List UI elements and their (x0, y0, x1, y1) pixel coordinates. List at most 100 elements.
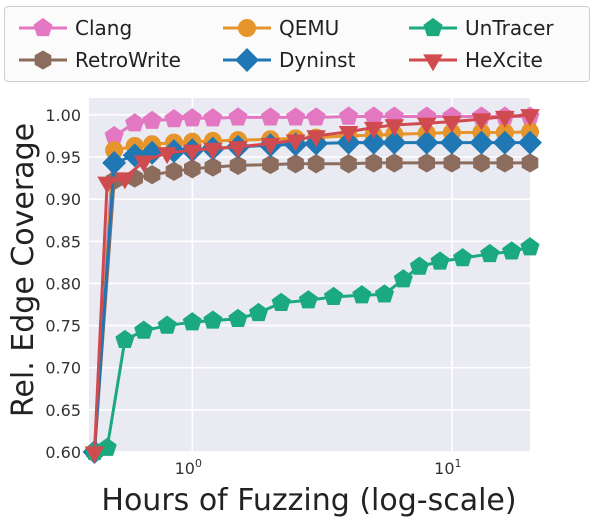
data-point (286, 107, 306, 126)
data-point (134, 320, 154, 339)
data-point (365, 153, 383, 173)
data-point (184, 159, 201, 179)
series-retrowrite (86, 153, 539, 462)
legend-label: QEMU (279, 16, 340, 40)
legend-marker (423, 17, 443, 37)
data-point (520, 237, 540, 256)
data-point (480, 243, 500, 263)
data-point (165, 161, 183, 181)
data-point (439, 130, 464, 155)
data-point (418, 153, 435, 173)
data-point (338, 106, 359, 125)
data-point (453, 248, 473, 267)
data-point (416, 117, 437, 135)
data-point (520, 109, 540, 127)
data-point (143, 165, 161, 185)
legend: Clang QEMU UnTracer RetroWrite Dyninst HeXcit… (4, 6, 590, 82)
legend-swatch (409, 54, 457, 72)
y-tick-label: 0.60 (45, 443, 81, 462)
data-point (182, 108, 202, 127)
legend-item-retrowrite: RetroWrite (17, 47, 197, 73)
data-point (164, 109, 184, 128)
series-hexcite (84, 109, 540, 464)
data-point (338, 126, 359, 144)
data-point (393, 269, 413, 288)
data-point (385, 153, 403, 173)
legend-label: HeXcite (465, 48, 543, 72)
data-point (495, 110, 515, 128)
data-point (298, 290, 318, 309)
data-point (361, 130, 386, 155)
x-tick-label: 101 (434, 457, 461, 478)
data-point (97, 437, 117, 456)
data-point (228, 308, 248, 327)
legend-item-hexcite: HeXcite (407, 47, 587, 73)
data-point (323, 286, 344, 306)
data-point (182, 144, 203, 162)
data-point (102, 150, 127, 175)
data-point (414, 130, 439, 155)
y-tick-label: 0.75 (45, 317, 81, 336)
legend-label: UnTracer (465, 16, 554, 40)
y-axis-title: Rel. Edge Coverage (6, 123, 41, 417)
data-point (469, 130, 494, 155)
data-point (115, 329, 135, 349)
legend-label: RetroWrite (75, 48, 181, 72)
data-point (142, 110, 162, 129)
legend-marker (237, 18, 257, 38)
data-point (260, 137, 281, 155)
legend-swatch (409, 17, 457, 37)
data-point (492, 130, 517, 155)
data-point (203, 108, 223, 127)
legend-swatch (223, 48, 271, 72)
data-point (430, 251, 450, 270)
y-tick-label: 0.85 (45, 232, 81, 251)
data-point (307, 154, 325, 174)
legend-label: Clang (75, 16, 133, 40)
data-point (115, 172, 135, 190)
legend-item-clang: Clang (17, 15, 197, 41)
legend-swatch (19, 50, 67, 70)
data-point (203, 310, 223, 329)
data-point (340, 154, 357, 174)
data-point (496, 153, 514, 173)
y-tick-label: 0.95 (45, 148, 81, 167)
data-point (471, 113, 492, 131)
legend-item-dyninst: Dyninst (221, 47, 401, 73)
data-point (182, 312, 202, 331)
legend-marker (423, 54, 443, 72)
legend-label: Dyninst (279, 48, 356, 72)
data-point (352, 285, 372, 304)
y-tick-label: 0.65 (45, 401, 81, 420)
data-point (306, 130, 326, 148)
data-point (228, 141, 248, 159)
data-point (97, 176, 118, 194)
data-point (228, 107, 248, 126)
data-point (229, 155, 247, 176)
y-tick-label: 1.00 (45, 106, 81, 125)
data-point (285, 134, 306, 152)
data-point (248, 302, 269, 322)
data-point (125, 113, 145, 132)
data-point (443, 153, 461, 173)
x-axis-title: Hours of Fuzzing (log-scale) (101, 483, 516, 518)
data-point (306, 107, 326, 126)
legend-swatch (19, 17, 67, 37)
y-tick-label: 0.90 (45, 190, 81, 209)
data-point (363, 121, 384, 139)
data-point (382, 130, 407, 155)
data-point (502, 241, 522, 260)
data-point (473, 153, 490, 173)
data-point (409, 256, 430, 275)
data-point (84, 446, 105, 464)
y-tick-label: 0.80 (45, 274, 81, 293)
data-point (204, 157, 222, 177)
legend-item-qemu: QEMU (221, 15, 401, 41)
data-point (203, 142, 223, 160)
data-point (271, 292, 291, 311)
data-point (384, 119, 405, 137)
legend-marker (34, 50, 52, 70)
legend-item-untracer: UnTracer (407, 15, 587, 41)
data-point (442, 115, 462, 133)
